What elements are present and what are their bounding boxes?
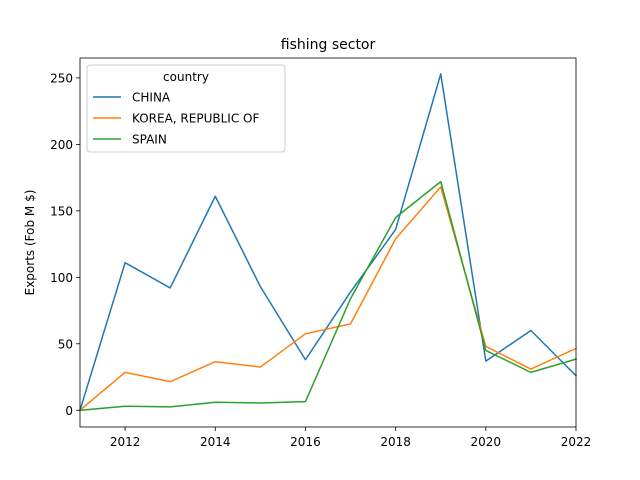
- series-line-2: [78, 186, 577, 412]
- y-tick-label: 100: [50, 271, 73, 285]
- legend-label: SPAIN: [132, 133, 167, 147]
- legend-title: country: [163, 70, 209, 84]
- legend-items: CHINA KOREA, REPUBLIC OF SPAIN: [93, 91, 259, 147]
- x-tick-label: 2012: [110, 435, 141, 449]
- series-line-3: [79, 180, 577, 412]
- legend-label: CHINA: [132, 91, 171, 105]
- legend-box: [86, 64, 286, 153]
- legend: country CHINA KOREA, REPUBLIC OF SPAIN: [86, 64, 286, 153]
- series-line-1: [79, 73, 578, 412]
- y-tick-label: 50: [58, 337, 73, 351]
- y-axis-label: Exports (Fob M $): [23, 190, 37, 296]
- y-tick-label: 200: [50, 138, 73, 152]
- tick-layer: 2012 2014 2016 2018 2020 2022 0 50 100 150 200 250: [50, 71, 591, 449]
- y-tick-label: 0: [65, 404, 73, 418]
- y-tick-label: 250: [50, 71, 73, 85]
- x-tick-label: 2022: [561, 435, 592, 449]
- series-layer: [78, 73, 578, 412]
- x-tick-label: 2020: [471, 435, 502, 449]
- y-tick-label: 150: [50, 204, 73, 218]
- chart-title: fishing sector: [281, 37, 376, 53]
- x-tick-label: 2018: [380, 435, 411, 449]
- x-tick-label: 2016: [290, 435, 321, 449]
- plot-frame: [79, 57, 577, 428]
- x-tick-label: 2014: [200, 435, 231, 449]
- legend-label: KOREA, REPUBLIC OF: [132, 112, 259, 126]
